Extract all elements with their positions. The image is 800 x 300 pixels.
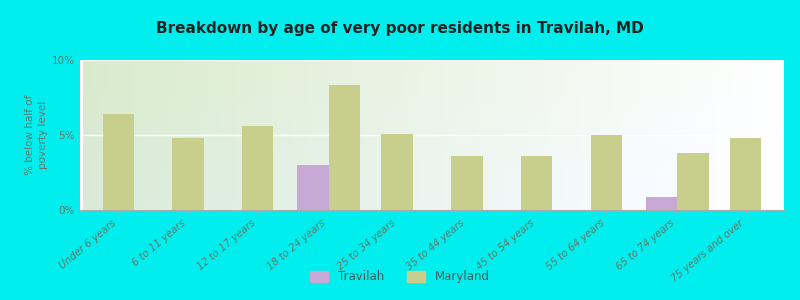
Bar bbox=[242, 126, 274, 210]
Bar bbox=[521, 156, 552, 210]
Legend: Travilah, Maryland: Travilah, Maryland bbox=[306, 266, 494, 288]
Bar bbox=[590, 135, 622, 210]
Bar bbox=[451, 156, 482, 210]
Text: Breakdown by age of very poor residents in Travilah, MD: Breakdown by age of very poor residents … bbox=[156, 21, 644, 36]
Bar bbox=[730, 138, 762, 210]
Bar bbox=[102, 114, 134, 210]
Bar bbox=[298, 165, 329, 210]
Bar bbox=[678, 153, 709, 210]
Bar bbox=[646, 196, 678, 210]
Bar bbox=[382, 134, 413, 210]
Bar bbox=[329, 85, 360, 210]
Bar bbox=[172, 138, 204, 210]
Y-axis label: % below half of
poverty level: % below half of poverty level bbox=[25, 95, 48, 175]
